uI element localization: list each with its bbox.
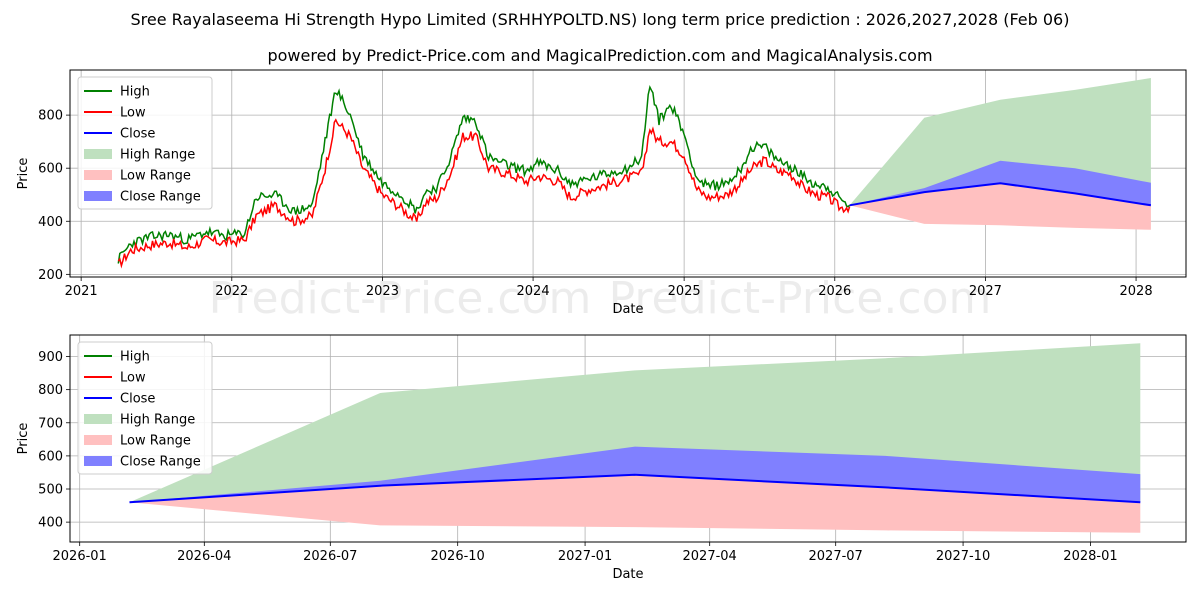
legend-label-high: High [120,350,150,365]
x-tick-label: 2027-07 [809,549,863,564]
y-tick-label: 600 [38,449,63,464]
x-tick-label: 2027-04 [683,549,737,564]
legend-label-low-range: Low Range [120,434,191,449]
x-tick-label: 2021 [65,284,98,299]
y-tick-label: 400 [38,215,63,230]
x-tick-label: 2026-01 [53,549,107,564]
chart-subtitle: powered by Predict-Price.com and Magical… [267,46,932,65]
legend-swatch-close-range [84,456,112,466]
legend-label-low: Low [120,106,146,121]
legend-label-close: Close [120,127,155,142]
x-axis-label: Date [612,567,643,582]
x-tick-label: 2026-10 [431,549,485,564]
legend-label-high-range: High Range [120,148,195,163]
legend-swatch-close-range [84,191,112,201]
watermark-mid-right: Predict-Price.com [609,273,992,324]
y-tick-label: 800 [38,109,63,124]
y-tick-label: 400 [38,516,63,531]
y-axis-label: Price [16,423,31,455]
legend-label-close: Close [120,392,155,407]
y-axis-label: Price [16,158,31,190]
legend-swatch-low-range [84,435,112,445]
x-tick-label: 2028 [1120,284,1153,299]
y-tick-label: 600 [38,162,63,177]
x-tick-label: 2027-01 [558,549,612,564]
x-tick-label: 2027-10 [936,549,990,564]
x-tick-label: 2026 [818,284,851,299]
y-tick-label: 700 [38,416,63,431]
legend-label-close-range: Close Range [120,455,201,470]
y-tick-label: 200 [38,268,63,283]
legend-label-low-range: Low Range [120,169,191,184]
x-tick-label: 2027 [969,284,1002,299]
y-tick-label: 900 [38,350,63,365]
x-tick-label: 2022 [215,284,248,299]
x-tick-label: 2026-07 [303,549,357,564]
legend-swatch-high-range [84,414,112,424]
legend-label-high: High [120,85,150,100]
legend-swatch-high-range [84,149,112,159]
legend-label-low: Low [120,371,146,386]
y-tick-label: 500 [38,483,63,498]
legend-label-close-range: Close Range [120,190,201,205]
x-tick-label: 2023 [366,284,399,299]
x-axis-label: Date [612,302,643,317]
x-tick-label: 2024 [517,284,550,299]
x-tick-label: 2026-04 [177,549,231,564]
x-tick-label: 2028-01 [1063,549,1117,564]
legend-swatch-low-range [84,170,112,180]
y-tick-label: 800 [38,383,63,398]
x-tick-label: 2025 [668,284,701,299]
history-panel: 2021 2022 2023 2024 2025 2026 2027 2028 200 400 60… [16,70,1186,317]
legend-label-high-range: High Range [120,413,195,428]
legend: High Low Close High Range Low Range Close Ran… [78,342,212,474]
chart-title: Sree Rayalaseema Hi Strength Hypo Limite… [131,10,1070,29]
forecast-panel: 2026-01 2026-04 2026-07 2026-10 2027-01 2027-… [16,335,1186,582]
legend: High Low Close High Range Low Range Close Ran… [78,77,212,209]
